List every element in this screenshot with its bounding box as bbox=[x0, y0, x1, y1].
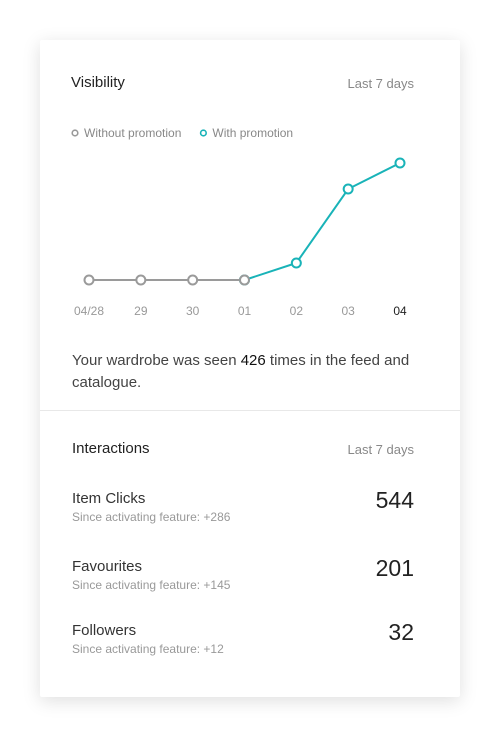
chart: Without promotion With promotion 04/28 29 30… bbox=[71, 126, 407, 318]
legend-label: With promotion bbox=[212, 126, 293, 140]
point bbox=[135, 274, 147, 286]
line bbox=[244, 162, 401, 281]
point bbox=[83, 274, 95, 286]
x-tick-label: 04/28 bbox=[74, 304, 104, 318]
row-value: 32 bbox=[388, 619, 414, 645]
x-tick-label: 04 bbox=[393, 304, 407, 318]
summary-text: times in the feed and catalogue. bbox=[72, 352, 410, 391]
x-tick-label: 03 bbox=[341, 304, 355, 318]
row-label: Favourites bbox=[72, 558, 143, 575]
row-value: 544 bbox=[375, 487, 414, 513]
period: Last 7 days bbox=[347, 442, 415, 457]
point bbox=[187, 274, 199, 286]
row-note: Since activating feature: +286 bbox=[72, 510, 231, 524]
row-label: Followers bbox=[72, 622, 137, 639]
point bbox=[394, 157, 406, 169]
section-title: Interactions bbox=[72, 440, 150, 457]
legend-marker bbox=[199, 129, 207, 137]
summary: Your wardrobe was seen 426 times in the … bbox=[72, 350, 432, 394]
x-tick-label: 29 bbox=[134, 304, 148, 318]
point bbox=[342, 183, 354, 195]
row-note: Since activating feature: +12 bbox=[72, 642, 224, 656]
divider bbox=[40, 410, 460, 411]
summary-text: Your wardrobe was seen bbox=[72, 352, 241, 369]
x-tick-label: 01 bbox=[238, 304, 252, 318]
row-value: 201 bbox=[375, 555, 414, 581]
period: Last 7 days bbox=[347, 76, 415, 91]
x-tick-label: 02 bbox=[290, 304, 304, 318]
legend-label: Without promotion bbox=[84, 126, 181, 140]
point bbox=[239, 274, 250, 286]
point bbox=[290, 257, 302, 269]
section-title: Visibility bbox=[71, 74, 125, 91]
summary-count: 426 bbox=[240, 352, 266, 369]
row-note: Since activating feature: +145 bbox=[72, 578, 231, 592]
row-label: Item Clicks bbox=[72, 490, 146, 507]
legend-marker bbox=[71, 129, 79, 137]
x-tick-label: 30 bbox=[186, 304, 200, 318]
card: Visibility Last 7 days Without promotion… bbox=[40, 40, 460, 697]
